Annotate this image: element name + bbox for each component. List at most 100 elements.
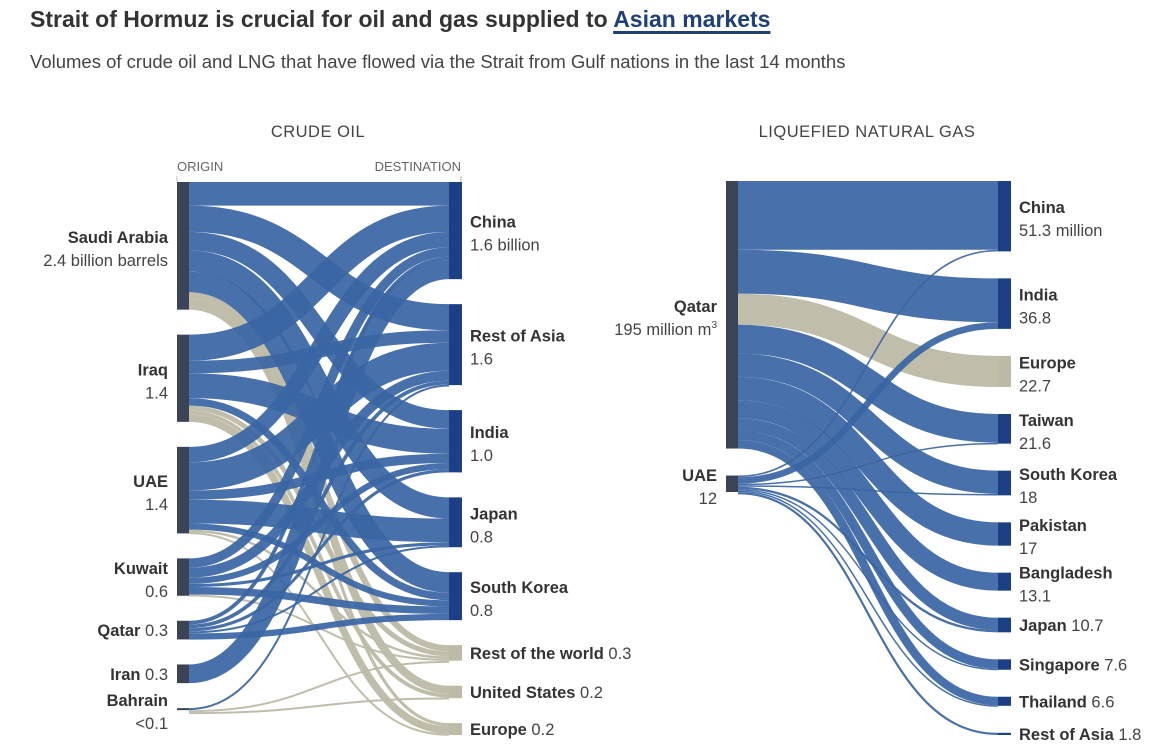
origin-label-qatar: Qatar 0.3 — [97, 622, 168, 640]
dest-label-japan: Japan — [470, 505, 518, 523]
dest-bar-china — [449, 182, 462, 280]
flow-qatar-to-pakistan — [737, 376, 999, 546]
dest-bar-china — [998, 181, 1011, 252]
dest-bar-south-korea — [449, 572, 462, 621]
origin-value-uae: 1.4 — [145, 496, 168, 514]
chart-title: Strait of Hormuz is crucial for oil and … — [30, 6, 770, 33]
flow-uae-to-thailand — [737, 490, 999, 707]
origin-bar-qatar — [726, 181, 738, 449]
dest-value-pakistan: 17 — [1019, 540, 1037, 558]
dest-value-europe: 22.7 — [1019, 377, 1051, 395]
dest-label-south-korea: South Korea — [1019, 466, 1118, 484]
flow-qatar-to-singapore — [737, 430, 999, 669]
sankey-lng: LIQUEFIED NATURAL GAS Qatar 195 million m3… — [614, 123, 1141, 744]
dest-value-rest-of-asia: 1.6 — [470, 351, 493, 369]
dest-bar-japan — [449, 497, 462, 548]
flow-uae-to-rest-of-asia — [737, 492, 999, 736]
origin-label-kuwait: Kuwait — [114, 560, 169, 578]
dest-label-taiwan: Taiwan — [1019, 412, 1074, 430]
flow-bahrain-to-rest-of-asia — [188, 384, 450, 711]
origin-bar-bahrain — [177, 708, 189, 711]
flow-uae-to-india — [737, 322, 999, 484]
dest-bar-singapore — [998, 659, 1011, 670]
dest-bar-europe — [998, 355, 1011, 388]
dest-bar-pakistan — [998, 522, 1011, 546]
flow-kuwait-to-china — [188, 247, 450, 568]
dest-label-united-states: United States 0.2 — [470, 684, 603, 702]
dest-value-india: 36.8 — [1019, 310, 1051, 328]
origin-label-iraq: Iraq — [138, 361, 168, 379]
flow-qatar-to-taiwan — [737, 324, 999, 443]
origin-bar-iraq — [177, 334, 189, 422]
flow-bahrain-to-rest-of-the-world — [188, 660, 450, 713]
dest-bar-europe — [449, 723, 462, 735]
origin-value-uae: 12 — [699, 490, 717, 508]
oil-links — [188, 182, 450, 736]
oil-origin-header: ORIGIN — [177, 159, 223, 174]
origin-value-bahrain: <0.1 — [135, 715, 168, 733]
flow-bahrain-to-united-states — [188, 697, 450, 715]
origin-bar-uae — [177, 446, 189, 534]
flow-uae-to-singapore — [737, 489, 999, 671]
origin-label-qatar: Qatar — [674, 298, 718, 316]
dest-value-japan: 0.8 — [470, 528, 493, 546]
dest-bar-rest-of-asia — [998, 732, 1011, 735]
origin-value-qatar: 195 million m3 — [614, 320, 717, 339]
dest-bar-india — [449, 410, 462, 473]
dest-bar-india — [998, 278, 1011, 329]
dest-label-china: China — [470, 214, 517, 232]
flow-qatar-to-japan — [737, 418, 999, 630]
oil-chart-title: CRUDE OIL — [271, 123, 365, 141]
dest-bar-rest-of-asia — [449, 304, 462, 386]
chart-subtitle: Volumes of crude oil and LNG that have f… — [30, 51, 846, 72]
flow-saudi-arabia-to-japan — [188, 250, 450, 519]
dest-value-china: 51.3 million — [1019, 222, 1102, 240]
sankey-oil: CRUDE OIL ORIGIN DESTINATION Saudi Arabia 2.… — [43, 123, 631, 739]
dest-value-south-korea: 18 — [1019, 489, 1037, 507]
dest-label-rest-of-asia: Rest of Asia — [470, 328, 566, 346]
dest-bar-thailand — [998, 696, 1011, 706]
flow-qatar-to-india — [188, 469, 450, 632]
dest-label-europe: Europe — [1019, 354, 1076, 372]
flow-qatar-to-thailand — [737, 440, 999, 706]
dest-bar-taiwan — [998, 414, 1011, 444]
flow-qatar-to-bangladesh — [737, 400, 999, 591]
flow-saudi-arabia-to-india — [188, 231, 450, 429]
flow-kuwait-to-india — [188, 463, 450, 584]
dest-label-india: India — [1019, 287, 1058, 305]
flow-uae-to-china — [737, 249, 999, 478]
dest-label-india: India — [470, 424, 509, 442]
dest-bar-rest-of-the-world — [449, 645, 462, 661]
flow-qatar-to-india — [737, 249, 999, 323]
dest-value-india: 1.0 — [470, 447, 493, 465]
flow-uae-to-japan — [737, 486, 999, 633]
origin-label-bahrain: Bahrain — [107, 692, 168, 710]
dest-label-thailand: Thailand 6.6 — [1019, 693, 1114, 711]
origin-label-saudi-arabia: Saudi Arabia — [68, 229, 169, 247]
dest-value-china: 1.6 billion — [470, 237, 540, 255]
origin-bar-kuwait — [177, 558, 189, 596]
dest-bar-japan — [998, 617, 1011, 633]
origin-label-iran: Iran 0.3 — [110, 666, 168, 684]
flow-kuwait-to-japan — [188, 542, 450, 588]
flow-uae-to-taiwan — [737, 442, 999, 486]
flow-qatar-to-rest-of-asia — [188, 380, 450, 629]
dest-value-taiwan: 21.6 — [1019, 435, 1051, 453]
title-link-asian-markets[interactable]: Asian markets — [613, 6, 771, 32]
origin-value-saudi-arabia: 2.4 billion barrels — [43, 252, 168, 270]
flow-iraq-to-united-states — [188, 410, 450, 698]
origin-value-kuwait: 0.6 — [145, 583, 168, 601]
dest-label-rest-of-the-world: Rest of the world 0.3 — [470, 645, 631, 663]
origin-bar-saudi-arabia — [177, 182, 189, 310]
dest-label-bangladesh: Bangladesh — [1019, 565, 1113, 583]
dest-label-pakistan: Pakistan — [1019, 517, 1087, 535]
flow-qatar-to-europe — [737, 293, 999, 388]
flow-qatar-to-china — [188, 256, 450, 625]
origin-label-uae: UAE — [682, 467, 717, 485]
lng-links — [737, 180, 999, 736]
origin-value-iraq: 1.4 — [145, 384, 168, 402]
dest-value-bangladesh: 13.1 — [1019, 588, 1051, 606]
origin-label-uae: UAE — [133, 473, 168, 491]
dest-label-rest-of-asia: Rest of Asia 1.8 — [1019, 726, 1141, 744]
